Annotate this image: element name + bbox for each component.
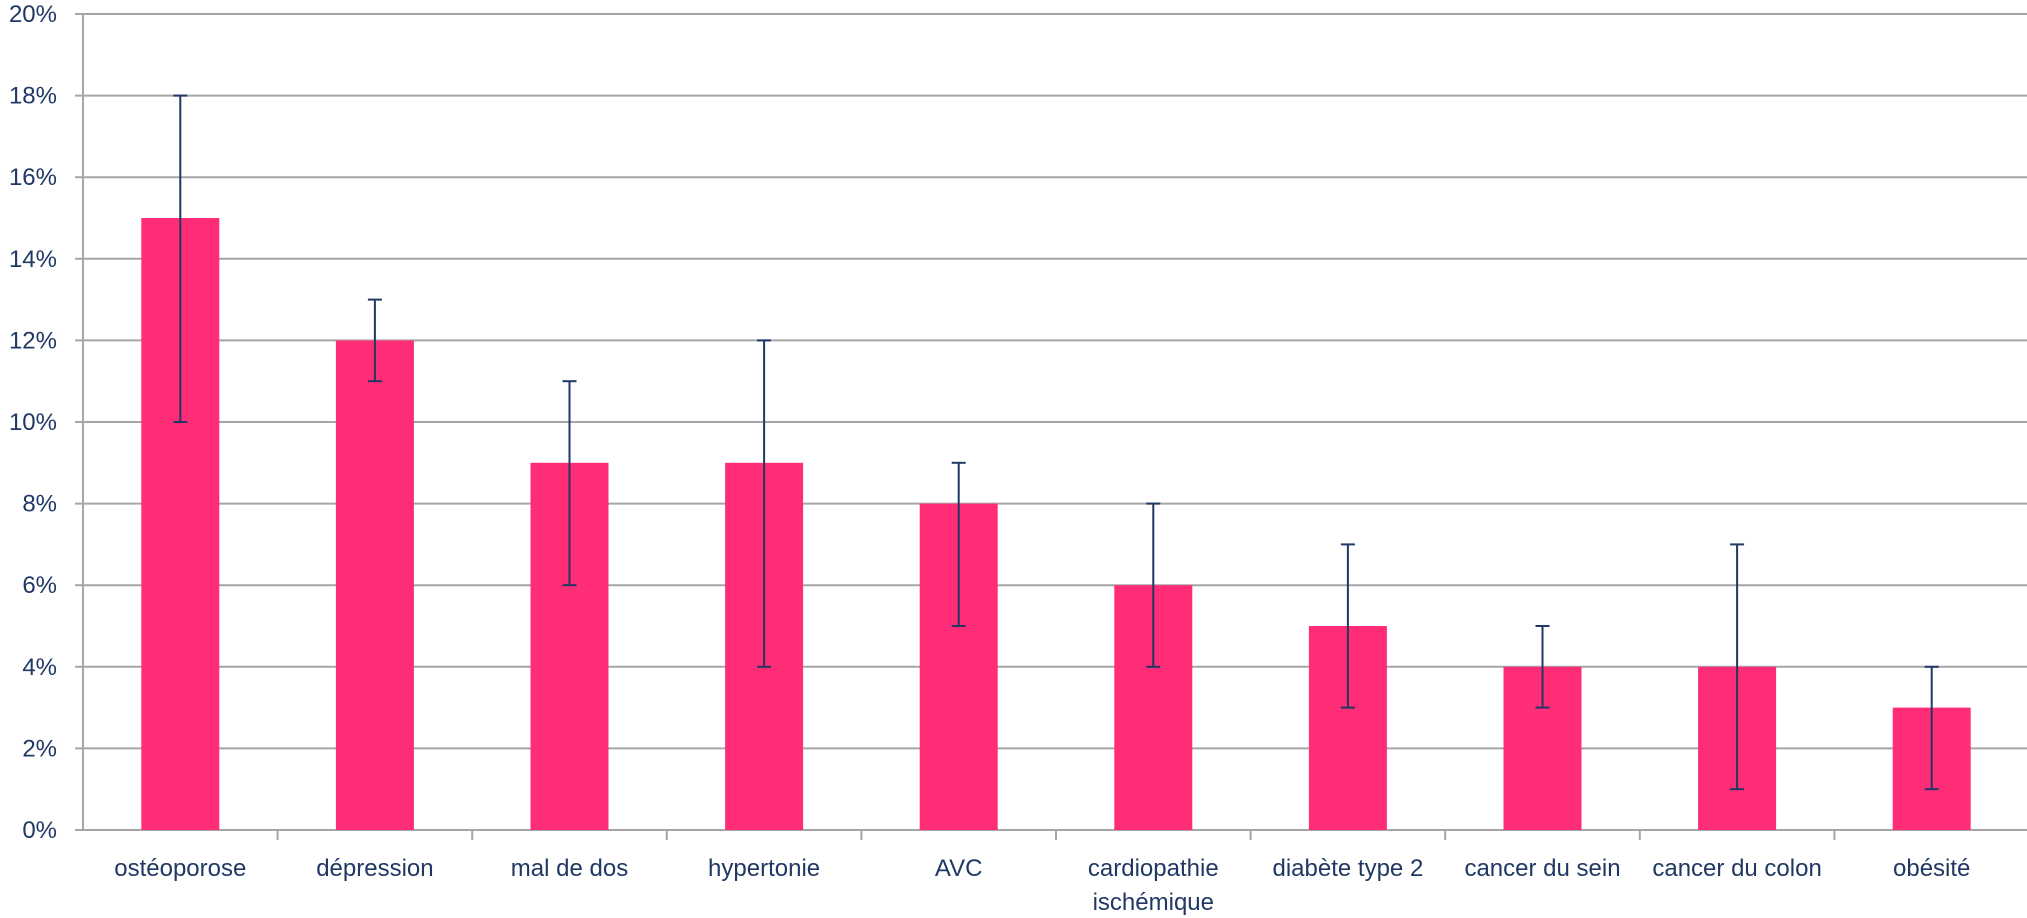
x-tick-label: cancer du sein: [1464, 855, 1620, 882]
error-bar: [951, 461, 966, 627]
x-tick-label: ostéoporose: [114, 855, 246, 882]
x-tick-label: hypertonie: [708, 855, 820, 882]
error-bar: [757, 339, 772, 668]
error-bar: [1146, 502, 1161, 668]
error-bar: [173, 94, 188, 423]
y-tick-label: 2%: [22, 735, 57, 762]
x-tick-label: cancer du colon: [1652, 855, 1821, 882]
x-tick-label: dépression: [316, 855, 433, 882]
error-bar: [1730, 543, 1745, 791]
error-bar: [1924, 665, 1939, 791]
y-axis-tick-labels: 0% 2% 4% 6% 8% 10% 12% 14% 16% 18% 20%: [9, 1, 57, 844]
bar: [335, 340, 414, 830]
y-tick-label: 6%: [22, 572, 57, 599]
error-bar: [1535, 625, 1550, 709]
y-tick-label: 12%: [9, 327, 57, 354]
y-tick-label: 18%: [9, 83, 57, 110]
x-tick-label: AVC: [935, 855, 983, 882]
y-tick-label: 14%: [9, 246, 57, 273]
y-tick-label: 20%: [9, 1, 57, 28]
y-tick-label: 16%: [9, 164, 57, 191]
x-tick-label: diabète type 2: [1273, 855, 1424, 882]
x-tick-label: mal de dos: [511, 855, 628, 882]
y-tick-label: 8%: [22, 491, 57, 518]
y-tick-label: 4%: [22, 654, 57, 681]
error-bars: [173, 94, 1939, 791]
error-bar: [562, 380, 577, 587]
y-tick-label: 0%: [22, 817, 57, 844]
bars: [141, 218, 1971, 830]
x-axis-tick-labels: ostéoporose dépression mal de dos hypertoni…: [114, 855, 1970, 916]
error-bar: [1340, 543, 1355, 709]
x-tick-label: cardiopathie ischémique: [1088, 855, 1219, 916]
x-tick-label: obésité: [1893, 855, 1970, 882]
y-tick-label: 10%: [9, 409, 57, 436]
error-bar: [367, 298, 382, 383]
